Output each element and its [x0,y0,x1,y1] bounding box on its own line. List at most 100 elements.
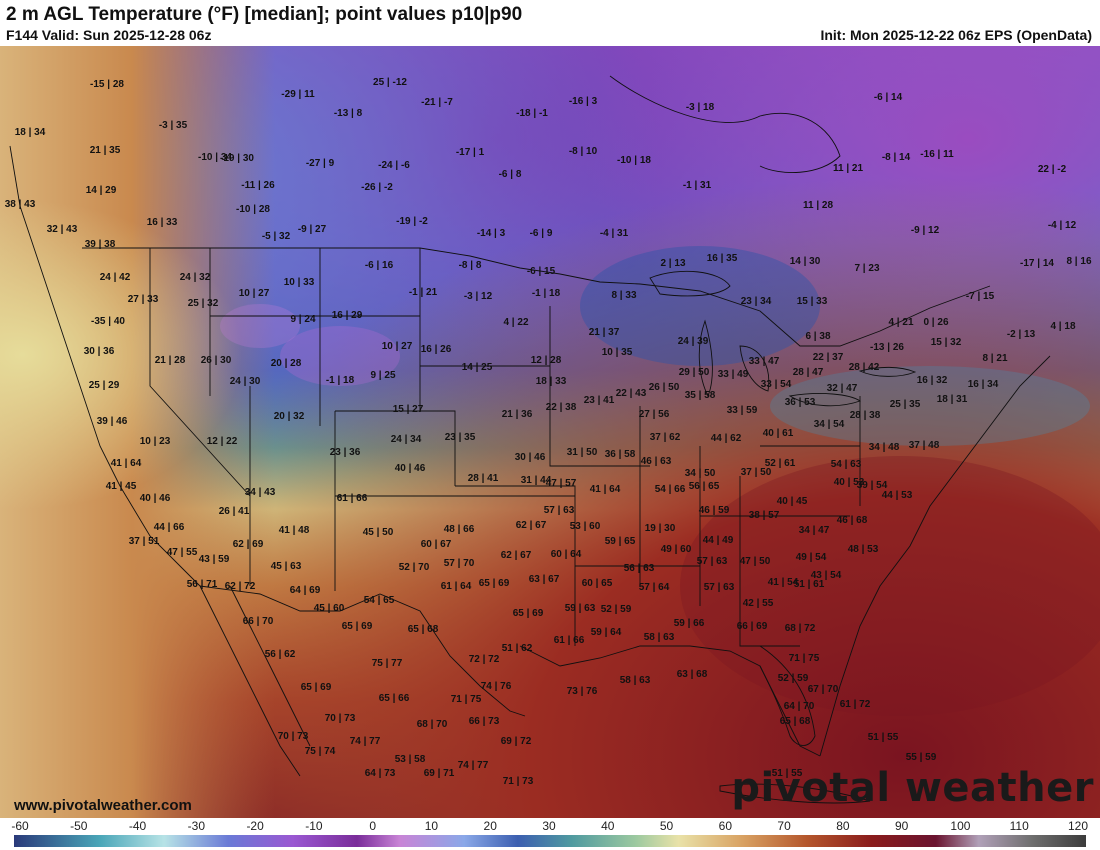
point-value-label: -21 | -7 [421,97,453,108]
point-value-label: 22 | 37 [813,352,844,363]
point-value-label: -10 | 28 [236,204,270,215]
point-value-label: 24 | 32 [180,272,211,283]
point-value-label: 39 | 54 [857,480,888,491]
point-value-label: 6 | 38 [805,331,830,342]
point-value-label: -8 | 10 [569,146,598,157]
point-value-label: 4 | 22 [503,317,528,328]
point-value-label: 47 | 55 [167,547,198,558]
point-value-label: 10 | 27 [382,341,413,352]
point-value-label: 40 | 46 [140,493,171,504]
colorbar-tick-labels: -60 -50 -40 -30 -20 -10 0 10 20 30 40 50 60 70 80 90 100… [0,818,1100,834]
colorbar-tick-label: 70 [777,819,791,833]
point-value-label: 69 | 72 [501,736,532,747]
point-value-label: 34 | 43 [245,487,276,498]
point-value-label: 16 | 29 [332,310,363,321]
point-value-label: 31 | 44 [521,475,552,486]
point-value-label: -9 | 27 [298,224,327,235]
point-value-label: 24 | 42 [100,272,131,283]
point-value-label: -10 | 18 [617,155,651,166]
point-value-label: 61 | 64 [441,581,472,592]
colorbar-tick-label: 60 [718,819,733,833]
point-value-label: 16 | 33 [147,217,178,228]
point-value-label: 52 | 61 [765,458,796,469]
point-value-label: 25 | -12 [373,77,407,88]
point-value-label: 43 | 59 [199,554,230,565]
point-value-label: 51 | 62 [502,643,533,654]
point-value-label: 23 | 36 [330,447,361,458]
point-value-label: 38 | 57 [749,510,780,521]
point-value-label: 70 | 73 [278,731,309,742]
point-value-label: 57 | 63 [544,505,575,516]
point-value-label: 56 | 65 [689,481,720,492]
point-value-label: 37 | 50 [741,467,772,478]
point-value-label: 41 | 54 [768,577,799,588]
point-value-label: 65 | 69 [479,578,510,589]
point-value-label: 65 | 68 [408,624,439,635]
point-value-label: 27 | 56 [639,409,670,420]
point-value-label: 10 | 23 [140,436,171,447]
point-value-label: 71 | 73 [503,776,534,787]
point-value-label: 12 | 22 [207,436,238,447]
point-value-label: 45 | 50 [363,527,394,538]
point-value-label: 71 | 75 [451,694,482,705]
point-value-label: 66 | 70 [243,616,274,627]
point-value-label: 63 | 68 [677,669,708,680]
point-value-label: 40 | 45 [777,496,808,507]
point-value-label: 22 | 38 [546,402,577,413]
point-value-label: 52 | 59 [601,604,632,615]
point-value-label: -10 | 34 [198,152,232,163]
point-value-label: 22 | 43 [616,388,647,399]
point-value-label: -6 | 8 [499,169,522,180]
point-value-label: 45 | 63 [271,561,302,572]
temperature-map[interactable]: -15 | 28 -29 | 11 25 | -12 -21 | -7 -16 | 3 -… [0,46,1100,818]
point-value-label: 16 | 26 [421,344,452,355]
point-value-label: -1 | 31 [683,180,712,191]
point-value-label: 26 | 50 [649,382,680,393]
colorbar-tick-label: 90 [894,819,909,833]
colorbar-fill [14,835,1086,847]
point-value-label: 61 | 66 [554,635,585,646]
point-value-label: 60 | 65 [582,578,613,589]
point-value-label: 57 | 63 [704,582,735,593]
point-value-label: 40 | 46 [395,463,426,474]
point-value-label: 52 | 70 [399,562,430,573]
point-value-label: 11 | 21 [833,163,863,174]
point-value-label: 56 | 62 [265,649,296,660]
point-value-label: 53 | 60 [570,521,601,532]
point-value-label: 31 | 50 [567,447,598,458]
point-value-label: 12 | 28 [531,355,562,366]
boundaries [9,75,1051,804]
point-value-label: 74 | 77 [458,760,489,771]
point-value-label: -17 | 1 [456,147,485,158]
point-value-label: 15 | 32 [931,337,962,348]
point-value-label: 23 | 35 [445,432,476,443]
point-value-label: 44 | 62 [711,433,742,444]
point-value-label: 46 | 68 [837,515,868,526]
pivotal-weather-logo: pivotal weather [731,765,1094,811]
point-value-label: 16 | 32 [917,375,948,386]
point-value-label: 74 | 77 [350,736,381,747]
point-value-label: 14 | 30 [790,256,821,267]
point-value-label: -24 | -6 [378,160,410,171]
point-value-label: 30 | 36 [84,346,115,357]
point-value-label: 4 | 18 [1050,321,1075,332]
point-value-label: 10 | 35 [602,347,633,358]
point-value-label: -29 | 11 [281,89,315,100]
point-value-label: 59 | 64 [591,627,622,638]
map-canvas[interactable]: -15 | 28 -29 | 11 25 | -12 -21 | -7 -16 | 3 -… [0,46,1100,818]
colorbar-tick-label: -60 [11,819,29,833]
colorbar-tick-label: 40 [601,819,615,833]
point-value-label: 34 | 48 [869,442,900,453]
point-value-label: 4 | 21 [888,317,913,328]
point-value-label: 75 | 74 [305,746,336,757]
point-value-label: 60 | 67 [421,539,452,550]
point-value-label: 56 | 63 [624,563,655,574]
point-value-label: -1 | 18 [532,288,561,299]
colorbar-tick-label: -10 [305,819,323,833]
point-value-label: 55 | 59 [906,752,937,763]
website-url[interactable]: www.pivotalweather.com [14,797,192,814]
colorbar-tick-label: 50 [659,819,674,833]
point-value-label: 57 | 70 [444,558,475,569]
point-value-label: 21 | 35 [90,145,121,156]
point-value-label: -13 | 26 [870,342,904,353]
